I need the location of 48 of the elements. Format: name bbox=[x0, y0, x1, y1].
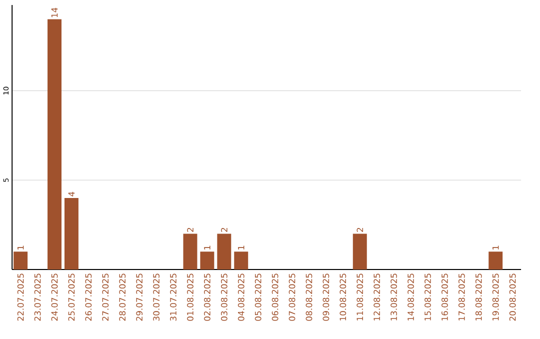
x-tick-label: 04.08.2025 bbox=[238, 274, 244, 321]
data-label: 4 bbox=[68, 192, 75, 196]
bar bbox=[183, 234, 198, 270]
x-tick-label: 03.08.2025 bbox=[220, 274, 228, 321]
x-tick-label: 17.08.2025 bbox=[458, 274, 465, 320]
x-tick-label: 09.08.2025 bbox=[322, 274, 330, 321]
x-tick-label: 19.08.2025 bbox=[492, 274, 499, 320]
data-label: 1 bbox=[492, 246, 499, 250]
x-tick-label: 23.07.2025 bbox=[34, 274, 41, 321]
x-tick-label: 27.07.2025 bbox=[102, 274, 109, 321]
bar bbox=[352, 234, 367, 270]
x-tick-label: 31.07.2025 bbox=[170, 274, 176, 321]
x-tick-label: 07.08.2025 bbox=[288, 274, 296, 321]
x-tick-label: 02.08.2025 bbox=[204, 274, 210, 321]
x-tick-label: 22.07.2025 bbox=[17, 274, 24, 321]
x-tick-label: 08.08.2025 bbox=[306, 274, 312, 321]
x-tick-label: 26.07.2025 bbox=[85, 274, 92, 321]
data-label: 1 bbox=[18, 246, 24, 250]
x-tick-label: 13.08.2025 bbox=[390, 274, 398, 320]
data-label: 2 bbox=[356, 228, 364, 232]
bar bbox=[48, 19, 62, 270]
bar bbox=[234, 251, 248, 270]
x-tick-label: 15.08.2025 bbox=[424, 274, 431, 320]
x-tick-label: 10.08.2025 bbox=[340, 274, 346, 320]
x-tick-label: 30.07.2025 bbox=[153, 274, 160, 321]
data-label: 2 bbox=[221, 228, 228, 232]
x-tick-label: 16.08.2025 bbox=[442, 274, 448, 320]
x-tick-label: 12.08.2025 bbox=[374, 274, 380, 320]
x-tick-label: 05.08.2025 bbox=[254, 274, 262, 321]
data-label: 2 bbox=[187, 228, 194, 232]
x-tick-label: 29.07.2025 bbox=[136, 274, 143, 321]
x-tick-label: 14.08.2025 bbox=[408, 274, 414, 320]
bar bbox=[488, 251, 503, 270]
x-tick-label: 06.08.2025 bbox=[272, 274, 278, 321]
x-tick-label: 11.08.2025 bbox=[356, 274, 364, 320]
x-tick-label: 01.08.2025 bbox=[187, 274, 194, 321]
x-tick-label: 24.07.2025 bbox=[51, 274, 58, 321]
data-label: 1 bbox=[204, 246, 210, 250]
bar bbox=[14, 251, 28, 270]
data-label: 14 bbox=[51, 8, 58, 18]
bar bbox=[64, 198, 78, 270]
data-label: 1 bbox=[238, 246, 244, 250]
x-tick-label: 20.08.2025 bbox=[509, 274, 516, 321]
x-tick-label: 25.07.2025 bbox=[68, 274, 75, 321]
x-tick-label: 18.08.2025 bbox=[475, 274, 482, 320]
bar bbox=[217, 234, 232, 270]
bar bbox=[200, 251, 214, 270]
x-tick-label: 28.07.2025 bbox=[119, 274, 126, 321]
